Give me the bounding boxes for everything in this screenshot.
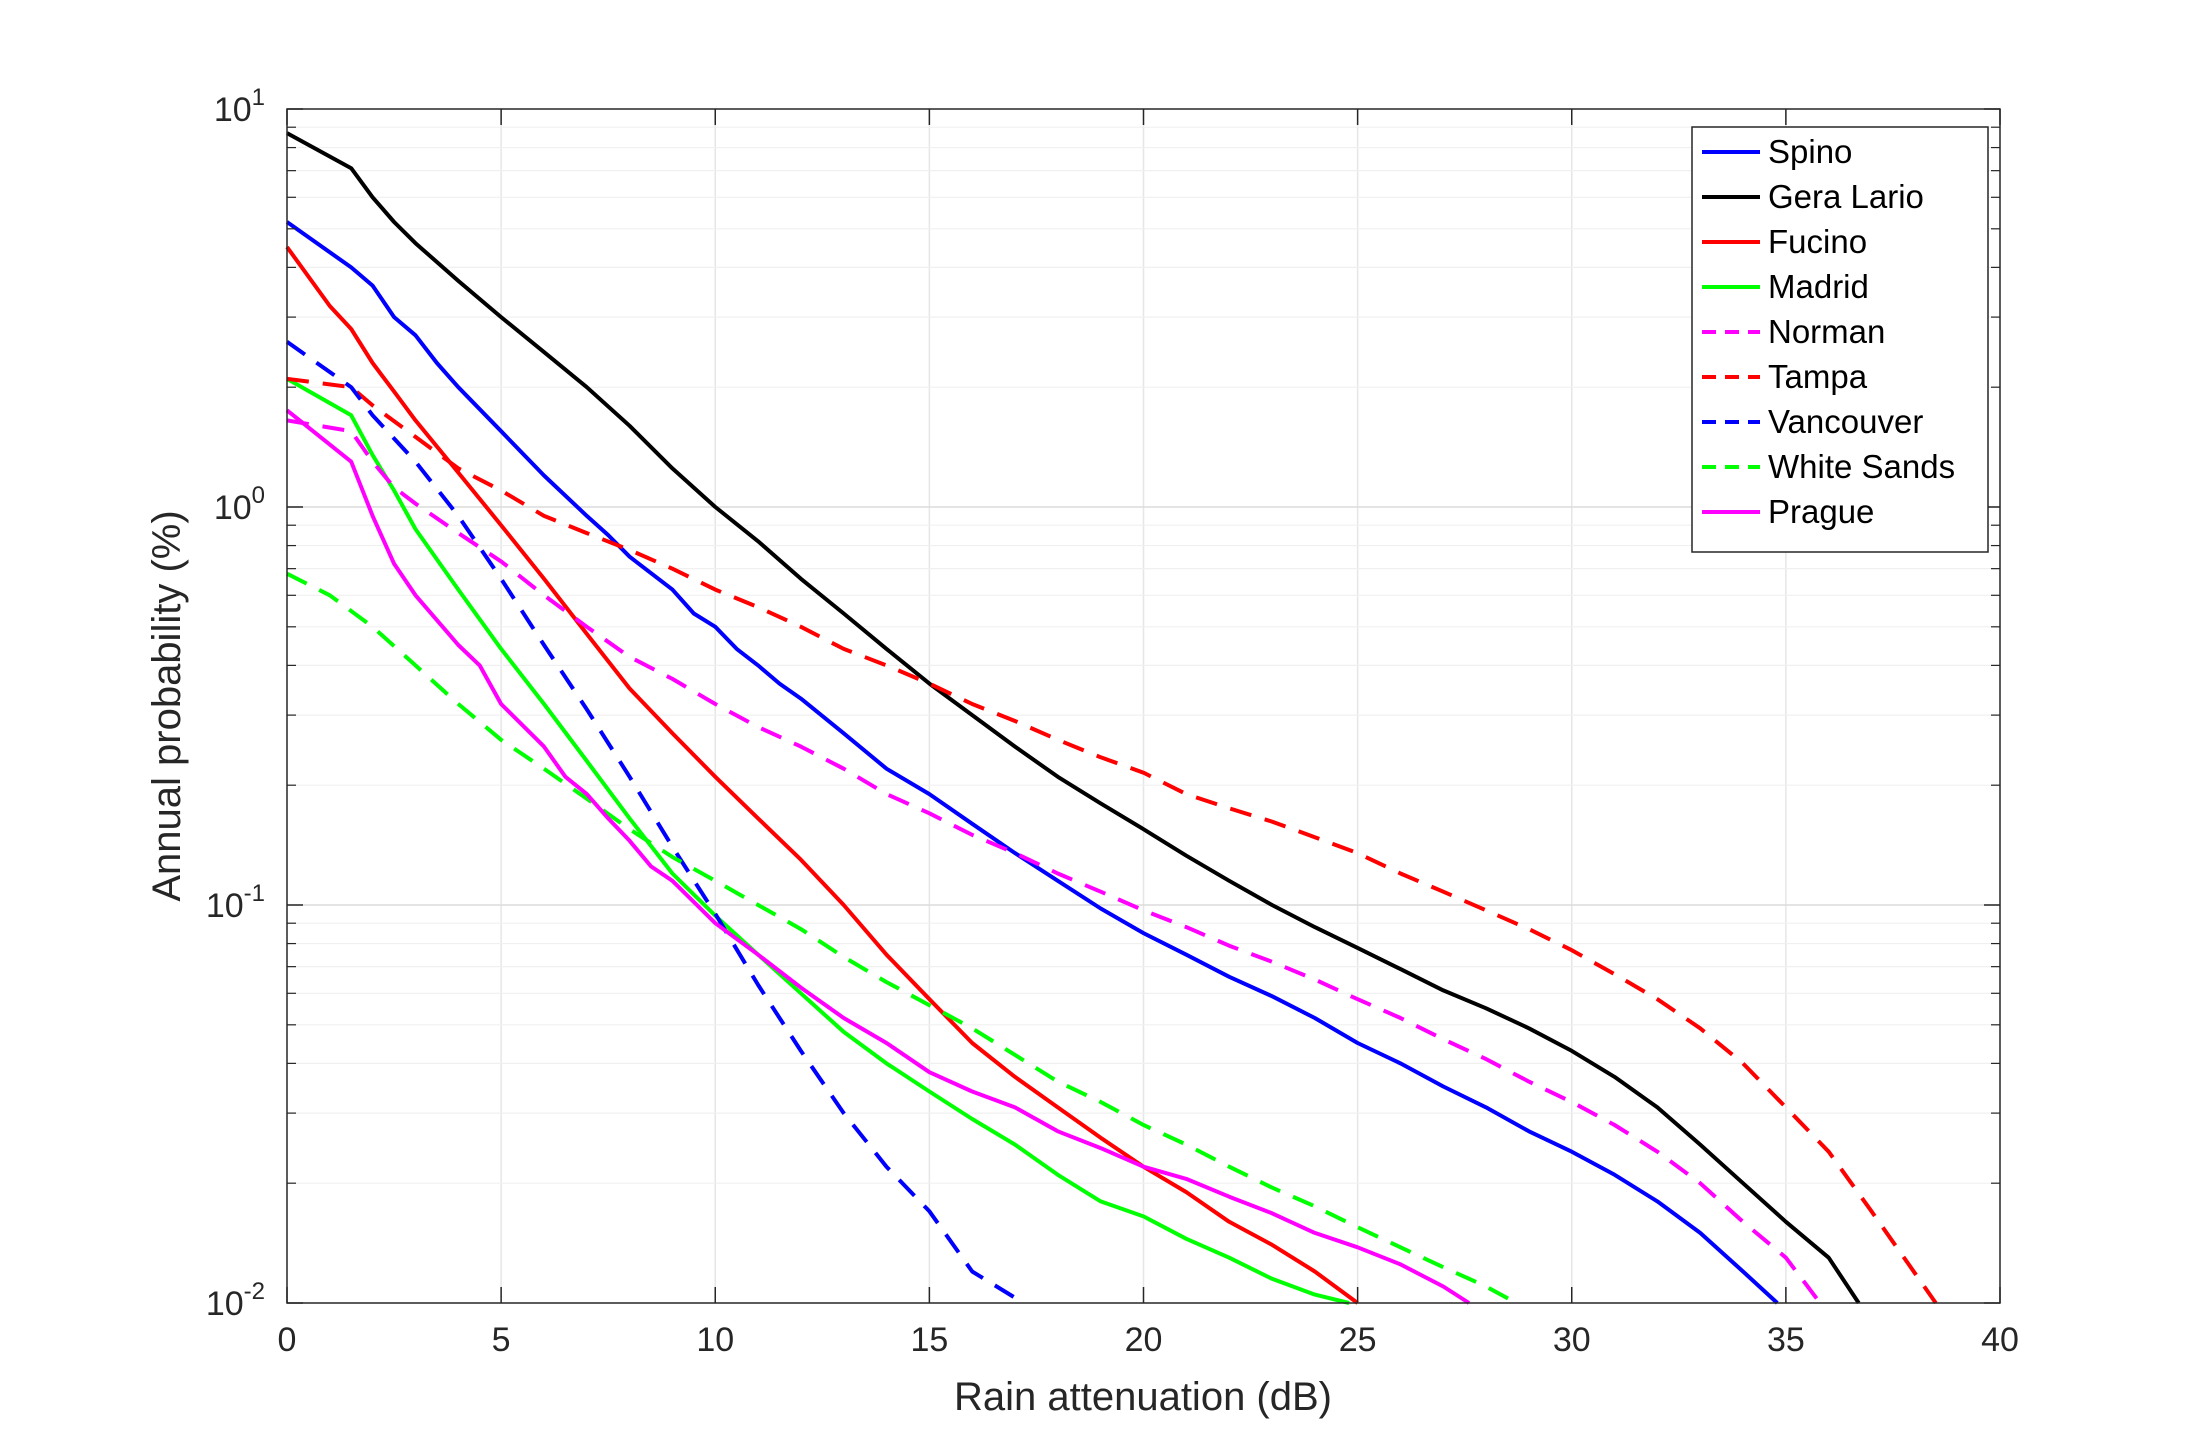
x-tick-label: 20 — [1125, 1321, 1163, 1359]
y-tick-labels: 10-2 10-1 100 101 — [206, 84, 265, 1323]
legend-label: White Sands — [1768, 448, 1955, 485]
series-line-gera-lario — [286, 131, 1861, 1305]
series-line-fucino — [285, 245, 1359, 1305]
y-tick-label: 100 — [214, 482, 265, 527]
x-tick-label: 30 — [1553, 1321, 1591, 1359]
series-line-norman — [286, 418, 1822, 1305]
x-tick-labels: 0 5 10 15 20 25 30 35 40 — [278, 1321, 2019, 1359]
legend-label: Vancouver — [1768, 403, 1923, 440]
legend-label: Tampa — [1768, 358, 1868, 395]
x-tick-label: 10 — [696, 1321, 734, 1359]
legend-label: Gera Lario — [1768, 178, 1924, 215]
legend-label: Madrid — [1768, 268, 1869, 305]
series-line-prague — [285, 408, 1471, 1305]
legend-label: Fucino — [1768, 223, 1867, 260]
x-tick-label: 40 — [1981, 1321, 2019, 1359]
series-line-white-sands — [286, 571, 1518, 1305]
series-line-madrid — [286, 377, 1350, 1305]
y-axis-label: Annual probability (%) — [145, 510, 189, 901]
legend: Spino Gera Lario Fucino Madrid Norman Tampa Va… — [1691, 126, 1989, 553]
y-tick-label: 10-1 — [206, 880, 265, 925]
x-tick-label: 35 — [1767, 1321, 1805, 1359]
x-axis-label: Rain attenuation (dB) — [954, 1375, 1332, 1419]
legend-label: Prague — [1768, 493, 1874, 530]
legend-label: Spino — [1768, 133, 1852, 170]
series-lines — [285, 131, 1938, 1305]
x-tick-label: 25 — [1339, 1321, 1377, 1359]
legend-label: Norman — [1768, 313, 1885, 350]
series-line-tampa — [286, 376, 1938, 1305]
series-line-spino — [285, 220, 1779, 1305]
x-tick-label: 5 — [492, 1321, 511, 1359]
x-tick-label: 0 — [278, 1321, 297, 1359]
y-tick-label: 101 — [214, 84, 265, 129]
axis-ticks — [286, 108, 2001, 1304]
y-tick-label: 10-2 — [206, 1278, 265, 1323]
x-tick-label: 15 — [910, 1321, 948, 1359]
